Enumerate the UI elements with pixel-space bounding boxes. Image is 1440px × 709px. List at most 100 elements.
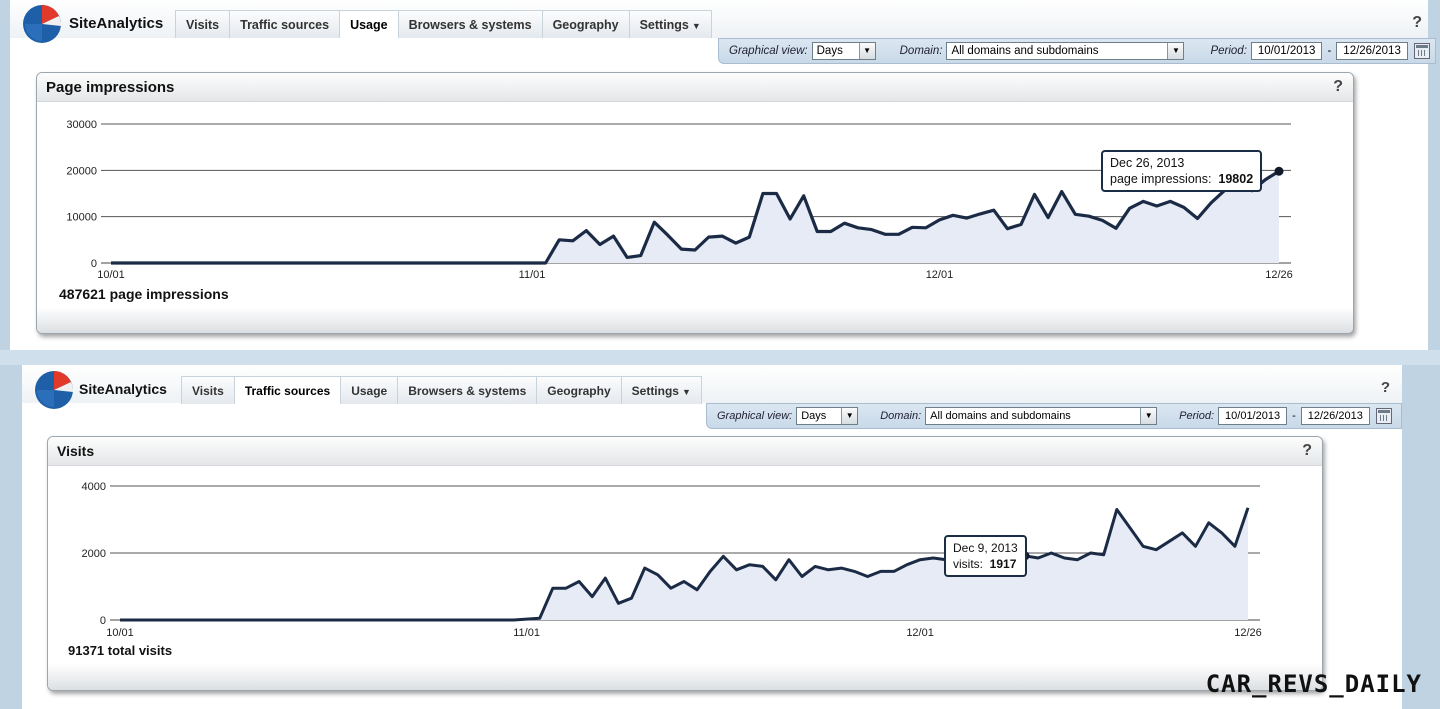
domain-select[interactable]: All domains and subdomains ▼ [925, 407, 1158, 425]
tooltip-date: Dec 26, 2013 [1110, 156, 1185, 170]
filter-bar: Graphical view: Days ▼ Domain: All domai… [706, 403, 1402, 429]
tab-traffic-sources[interactable]: Traffic sources [229, 10, 341, 38]
tab-label: Usage [350, 18, 388, 32]
chart-tooltip: Dec 9, 2013 visits: 1917 [944, 535, 1027, 577]
panel-title: Page impressions [46, 79, 175, 96]
total-page-impressions: 487621 page impressions [59, 286, 229, 302]
domain-value: All domains and subdomains [951, 45, 1099, 57]
tab-settings[interactable]: Settings ▼ [628, 10, 712, 38]
page-impressions-panel: Page impressions ? 0 10000 20000 30000 10/01… [36, 72, 1354, 334]
screenshot-traffic-sources: SiteAnalytics Visits Traffic sources Usa… [22, 365, 1402, 709]
x-tick-label: 12/26 [1265, 269, 1293, 281]
period-from-input[interactable]: 10/01/2013 [1250, 42, 1323, 60]
domain-value: All domains and subdomains [930, 410, 1071, 422]
domain-select[interactable]: All domains and subdomains ▼ [946, 42, 1185, 60]
screenshot-usage: SiteAnalytics Visits Traffic sources Usa… [10, 0, 1436, 350]
series-area [111, 171, 1279, 263]
graphical-view-value: Days [816, 45, 843, 57]
graphical-view-label: Graphical view: [729, 45, 808, 57]
app-title: SiteAnalytics [69, 15, 164, 32]
tab-usage[interactable]: Usage [340, 376, 399, 404]
series-line [111, 169, 1280, 265]
siteanalytics-logo-icon [23, 5, 62, 43]
y-tick-label: 4000 [82, 481, 106, 493]
tooltip-line: page impressions: 19802 [1110, 171, 1253, 187]
tab-settings[interactable]: Settings ▼ [620, 376, 702, 404]
chart-tooltip: Dec 26, 2013 page impressions: 19802 [1101, 150, 1263, 192]
app-title: SiteAnalytics [79, 381, 167, 397]
period-to-input[interactable]: 12/26/2013 [1300, 407, 1370, 425]
tab-label: Browsers & systems [408, 18, 532, 32]
series-area [120, 507, 1248, 620]
tab-label: Settings [631, 384, 679, 398]
period-to-input[interactable]: 12/26/2013 [1336, 42, 1408, 60]
highlight-point [1274, 166, 1284, 176]
period-separator: - [1292, 410, 1296, 422]
chevron-down-icon: ▼ [841, 408, 858, 424]
x-tick-label: 11/01 [519, 269, 546, 281]
y-tick-label: 0 [91, 258, 97, 270]
visits-panel: Visits ? 0 2000 4000 10/01 11/01 12/01 12/26 9… [47, 436, 1323, 691]
panel-help-icon[interactable]: ? [1302, 442, 1312, 459]
tab-label: Visits [192, 384, 224, 398]
tab-label: Visits [186, 18, 220, 32]
x-tick-label: 12/01 [906, 627, 934, 639]
watermark-text: CAR_REVS_DAILY [1205, 670, 1422, 698]
y-tick-label: 2000 [82, 548, 106, 560]
calendar-icon[interactable] [1375, 408, 1392, 424]
help-icon[interactable]: ? [1412, 14, 1422, 31]
graphical-view-value: Days [801, 410, 827, 422]
filter-bar: Graphical view: Days ▼ Domain: All domai… [718, 38, 1436, 64]
x-tick-label: 12/01 [926, 269, 954, 281]
tab-label: Settings [639, 18, 689, 32]
graphical-view-select[interactable]: Days ▼ [796, 407, 859, 425]
y-tick-label: 20000 [66, 165, 97, 177]
period-from-input[interactable]: 10/01/2013 [1218, 407, 1288, 425]
panel-title: Visits [57, 443, 95, 459]
tab-label: Geography [552, 18, 619, 32]
tab-browsers-systems[interactable]: Browsers & systems [397, 376, 538, 404]
main-tabs: Visits Traffic sources Usage Browsers & … [181, 376, 702, 404]
calendar-icon[interactable] [1413, 43, 1430, 59]
tab-label: Usage [351, 384, 388, 398]
help-icon[interactable]: ? [1380, 379, 1390, 396]
y-tick-label: 0 [100, 615, 106, 627]
total-visits: 91371 total visits [68, 643, 173, 658]
tab-geography[interactable]: Geography [536, 376, 622, 404]
y-tick-label: 30000 [66, 119, 97, 131]
y-tick-label: 10000 [66, 212, 97, 224]
tooltip-line: visits: 1917 [953, 556, 1018, 572]
domain-label: Domain: [880, 410, 922, 422]
graphical-view-label: Graphical view: [717, 410, 793, 422]
visits-chart: 0 2000 4000 10/01 11/01 12/01 12/26 [82, 481, 1262, 639]
chevron-down-icon: ▼ [1140, 408, 1157, 424]
tab-label: Traffic sources [244, 384, 331, 398]
tooltip-value: 19802 [1218, 172, 1254, 186]
period-label: Period: [1179, 410, 1215, 422]
graphical-view-select[interactable]: Days ▼ [811, 42, 876, 60]
panel-header: Page impressions ? [37, 73, 1353, 102]
panel-footer [37, 307, 1353, 333]
x-tick-label: 10/01 [97, 269, 125, 281]
series-line [120, 507, 1250, 622]
tab-browsers-systems[interactable]: Browsers & systems [397, 10, 543, 38]
tab-visits[interactable]: Visits [181, 376, 235, 404]
domain-label: Domain: [899, 45, 943, 57]
screenshot-separator [0, 350, 1440, 365]
panel-header: Visits ? [48, 437, 1322, 466]
siteanalytics-logo-icon [35, 371, 74, 409]
tab-visits[interactable]: Visits [175, 10, 231, 38]
chevron-down-icon: ▼ [858, 43, 875, 59]
x-tick-label: 10/01 [106, 627, 134, 639]
tooltip-label: visits: [953, 557, 983, 571]
period-separator: - [1327, 45, 1332, 57]
tab-usage[interactable]: Usage [339, 10, 399, 38]
tab-geography[interactable]: Geography [541, 10, 630, 38]
panel-footer [48, 664, 1322, 690]
tab-traffic-sources[interactable]: Traffic sources [233, 376, 342, 404]
chevron-down-icon: ▼ [691, 21, 701, 31]
panel-help-icon[interactable]: ? [1333, 78, 1343, 95]
chevron-down-icon: ▼ [681, 387, 691, 397]
tooltip-label: page impressions: [1110, 172, 1212, 186]
main-tabs: Visits Traffic sources Usage Browsers & … [175, 10, 712, 38]
